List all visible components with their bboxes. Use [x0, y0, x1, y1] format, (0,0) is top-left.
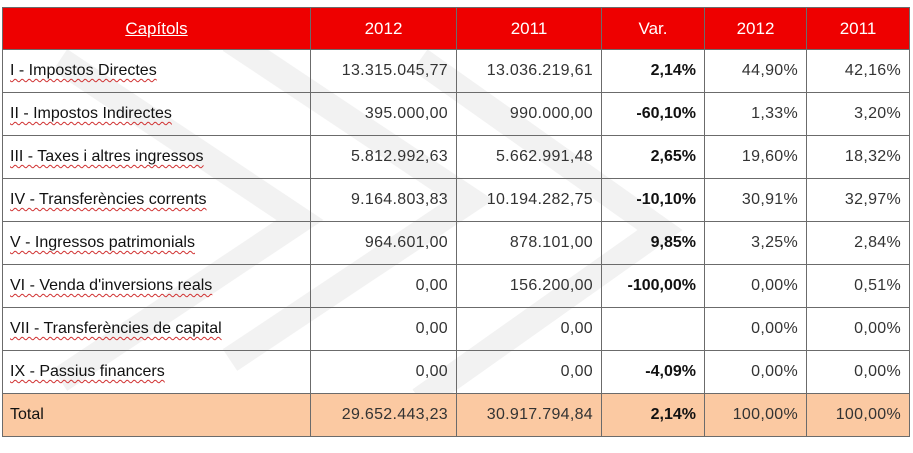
cell-2011: 5.662.991,48	[456, 135, 602, 179]
table-row: VI - Venda d'inversions reals 0,00 156.2…	[2, 264, 910, 308]
total-2011: 30.917.794,84	[456, 393, 602, 437]
cell-var	[601, 307, 705, 351]
cell-pct-2012: 44,90%	[704, 49, 807, 93]
row-label: IX - Passius financers	[2, 350, 311, 394]
total-2012: 29.652.443,23	[310, 393, 457, 437]
row-label-text: I - Impostos Directes	[10, 62, 157, 79]
cell-2011: 13.036.219,61	[456, 49, 602, 93]
row-label: VII - Transferències de capital	[2, 307, 311, 351]
row-label-text: VII - Transferències de capital	[10, 320, 222, 337]
header-2011: 2011	[456, 7, 602, 50]
table-row: II - Impostos Indirectes 395.000,00 990.…	[2, 92, 910, 136]
table-row: III - Taxes i altres ingressos 5.812.992…	[2, 135, 910, 179]
cell-pct-2012: 0,00%	[704, 307, 807, 351]
header-pct-2011: 2011	[806, 7, 910, 50]
cell-pct-2011: 32,97%	[806, 178, 910, 222]
cell-var: 2,14%	[601, 49, 705, 93]
table-row: IX - Passius financers 0,00 0,00 -4,09% …	[2, 350, 910, 394]
cell-2012: 964.601,00	[310, 221, 457, 265]
cell-pct-2011: 18,32%	[806, 135, 910, 179]
row-label: I - Impostos Directes	[2, 49, 311, 93]
cell-2012: 0,00	[310, 350, 457, 394]
cell-var: -4,09%	[601, 350, 705, 394]
cell-pct-2011: 0,00%	[806, 307, 910, 351]
row-label-text: IX - Passius financers	[10, 363, 165, 380]
cell-pct-2011: 2,84%	[806, 221, 910, 265]
total-label: Total	[2, 393, 311, 437]
row-label: VI - Venda d'inversions reals	[2, 264, 311, 308]
header-2012: 2012	[310, 7, 457, 50]
cell-2012: 13.315.045,77	[310, 49, 457, 93]
table-row: VII - Transferències de capital 0,00 0,0…	[2, 307, 910, 351]
header-row: Capítols 2012 2011 Var. 2012 2011	[2, 7, 910, 50]
cell-pct-2012: 3,25%	[704, 221, 807, 265]
cell-2012: 0,00	[310, 264, 457, 308]
cell-pct-2011: 42,16%	[806, 49, 910, 93]
table-row: I - Impostos Directes 13.315.045,77 13.0…	[2, 49, 910, 93]
cell-2011: 156.200,00	[456, 264, 602, 308]
row-label: V - Ingressos patrimonials	[2, 221, 311, 265]
header-pct-2012: 2012	[704, 7, 807, 50]
cell-2012: 0,00	[310, 307, 457, 351]
row-label-text: IV - Transferències corrents	[10, 191, 207, 208]
row-label: II - Impostos Indirectes	[2, 92, 311, 136]
header-capitols: Capítols	[2, 7, 311, 50]
cell-pct-2011: 0,51%	[806, 264, 910, 308]
cell-2011: 0,00	[456, 350, 602, 394]
cell-2012: 5.812.992,63	[310, 135, 457, 179]
cell-2011: 10.194.282,75	[456, 178, 602, 222]
row-label-text: V - Ingressos patrimonials	[10, 234, 195, 251]
total-pct-2011: 100,00%	[806, 393, 910, 437]
cell-pct-2012: 30,91%	[704, 178, 807, 222]
total-pct-2012: 100,00%	[704, 393, 807, 437]
header-var: Var.	[601, 7, 705, 50]
cell-pct-2011: 0,00%	[806, 350, 910, 394]
cell-pct-2012: 0,00%	[704, 264, 807, 308]
row-label: IV - Transferències corrents	[2, 178, 311, 222]
cell-pct-2011: 3,20%	[806, 92, 910, 136]
cell-var: -100,00%	[601, 264, 705, 308]
cell-var: -60,10%	[601, 92, 705, 136]
budget-table: Capítols 2012 2011 Var. 2012 2011 I - Im…	[2, 7, 910, 437]
row-label-text: II - Impostos Indirectes	[10, 105, 172, 122]
row-label-text: III - Taxes i altres ingressos	[10, 148, 204, 165]
cell-2012: 395.000,00	[310, 92, 457, 136]
cell-var: 9,85%	[601, 221, 705, 265]
cell-2011: 878.101,00	[456, 221, 602, 265]
row-label: III - Taxes i altres ingressos	[2, 135, 311, 179]
cell-var: 2,65%	[601, 135, 705, 179]
row-label-text: VI - Venda d'inversions reals	[10, 277, 213, 294]
cell-pct-2012: 1,33%	[704, 92, 807, 136]
total-row: Total 29.652.443,23 30.917.794,84 2,14% …	[2, 393, 910, 437]
cell-2011: 0,00	[456, 307, 602, 351]
total-var: 2,14%	[601, 393, 705, 437]
table-row: V - Ingressos patrimonials 964.601,00 87…	[2, 221, 910, 265]
cell-2011: 990.000,00	[456, 92, 602, 136]
cell-2012: 9.164.803,83	[310, 178, 457, 222]
cell-var: -10,10%	[601, 178, 705, 222]
cell-pct-2012: 0,00%	[704, 350, 807, 394]
cell-pct-2012: 19,60%	[704, 135, 807, 179]
table-row: IV - Transferències corrents 9.164.803,8…	[2, 178, 910, 222]
